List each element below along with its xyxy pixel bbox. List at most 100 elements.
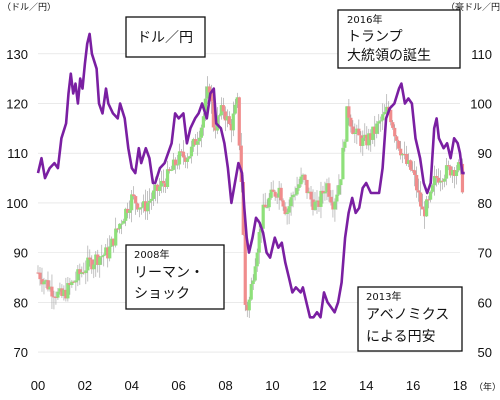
candle-body — [321, 190, 325, 194]
left-axis-tick-label: 70 — [14, 345, 28, 360]
left-axis-tick-label: 90 — [14, 246, 28, 261]
candle-body — [199, 127, 204, 138]
candle-body — [171, 159, 176, 170]
candle-body — [233, 104, 237, 114]
candle-body — [44, 280, 48, 282]
candle-body — [60, 288, 64, 297]
candle-body — [110, 238, 114, 247]
x-axis-tick-label: 10 — [265, 378, 279, 393]
candle-body — [42, 281, 46, 285]
candle-body — [112, 238, 116, 246]
candle-body — [50, 286, 54, 297]
candle-body — [187, 156, 192, 159]
candle-body — [207, 86, 211, 93]
candle-body — [307, 191, 311, 194]
candle-body — [355, 128, 359, 133]
candle-body — [92, 264, 96, 270]
candle-body — [460, 163, 465, 193]
candle-body — [444, 165, 449, 179]
right-axis-tick-label: 110 — [471, 47, 492, 62]
candle-body — [273, 191, 277, 197]
candle-body — [70, 281, 74, 285]
candle-body — [185, 158, 190, 162]
usd-jpy-line — [36, 32, 465, 319]
candle-body — [297, 184, 301, 189]
x-axis-tick-label: 14 — [359, 378, 373, 393]
candle-body — [108, 246, 112, 259]
candle-body — [96, 254, 100, 265]
left-axis-tick-label: 110 — [7, 146, 28, 161]
candle-body — [124, 208, 128, 221]
candle-body — [201, 116, 206, 128]
candle-body — [275, 196, 279, 198]
candle-body — [251, 280, 255, 285]
candle-body — [140, 207, 144, 209]
candle-body — [417, 190, 421, 193]
annotation-abenomics-line2: による円安 — [366, 329, 436, 345]
candle-body — [309, 191, 313, 200]
annotation-lehman-line1: リーマン・ — [134, 265, 204, 281]
candle-body — [277, 187, 281, 198]
candle-body — [76, 269, 80, 281]
x-axis-ticks: 00 02 04 06 08 10 12 14 16 18 — [31, 378, 467, 393]
candle-body — [323, 192, 327, 194]
candle-body — [335, 194, 339, 202]
candle-body — [217, 115, 221, 117]
candle-body — [267, 197, 271, 208]
candle-body — [371, 126, 375, 140]
candle-body — [193, 139, 198, 145]
annotation-abenomics-line1: アベノミクス — [366, 307, 449, 323]
candle-body — [325, 183, 329, 193]
candle-body — [327, 183, 331, 197]
candle-body — [329, 196, 333, 203]
candle-body — [213, 127, 217, 131]
candle-body — [48, 286, 52, 290]
candle-body — [219, 105, 223, 116]
candle-body — [395, 136, 399, 141]
candle-body — [68, 283, 72, 285]
candle-body — [285, 212, 289, 215]
candle-body — [261, 204, 265, 229]
candle-body — [191, 139, 196, 147]
candle-body — [419, 192, 423, 207]
candle-body — [450, 169, 455, 176]
candle-body — [183, 157, 188, 162]
candle-body — [452, 169, 457, 177]
candle-body — [369, 133, 373, 140]
candle-body — [239, 145, 243, 182]
candle-body — [54, 297, 58, 299]
candle-body — [291, 194, 295, 198]
candle-body — [271, 189, 275, 192]
candle-body — [295, 188, 299, 195]
candle-body — [132, 194, 136, 197]
candle-body — [389, 109, 393, 123]
candle-body — [428, 191, 433, 200]
candle-body — [46, 280, 50, 290]
candle-body — [78, 269, 82, 275]
candle-body — [393, 127, 397, 137]
candle-body — [403, 153, 407, 155]
candle-body — [163, 183, 168, 187]
candle-body — [116, 228, 120, 230]
candle-body — [153, 184, 158, 191]
x-axis-tick-label: 04 — [125, 378, 139, 393]
candle-body — [179, 151, 184, 153]
candle-body — [353, 132, 357, 134]
annotation-lehman-line2: ショック — [134, 286, 190, 302]
candle-body — [381, 114, 385, 121]
candle-body — [114, 228, 118, 246]
candle-body — [142, 201, 146, 208]
candle-body — [411, 169, 415, 171]
candle-body — [181, 151, 186, 158]
candle-body — [343, 141, 347, 148]
right-axis-tick-label: 90 — [478, 146, 492, 161]
candle-body — [305, 179, 309, 194]
right-axis-tick-label: 50 — [478, 345, 492, 360]
candle-body — [357, 128, 361, 136]
aud-jpy-candles — [36, 76, 465, 318]
candle-body — [90, 259, 94, 270]
left-axis-tick-label: 120 — [6, 96, 28, 111]
candle-body — [120, 223, 124, 225]
candle-body — [363, 134, 367, 139]
candle-body — [167, 169, 172, 171]
